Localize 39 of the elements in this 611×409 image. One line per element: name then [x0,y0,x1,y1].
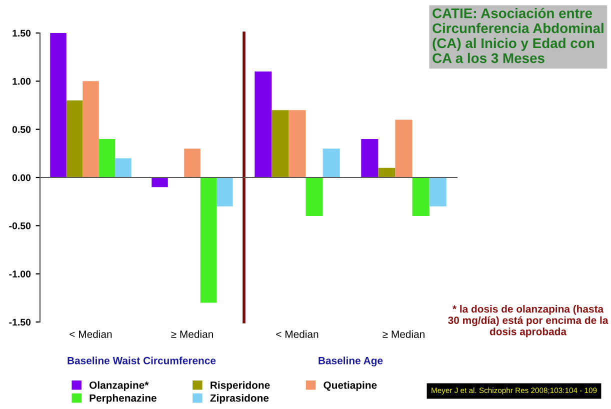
bar [66,100,83,178]
bar [98,138,116,178]
bar [82,81,99,178]
annotation: * la dosis de olanzapina (hasta 30 mg/día) está por encima de la dosis aprobada [448,305,608,338]
bar [152,178,168,188]
bar [378,168,396,178]
bar [429,178,446,206]
y-tick-label: 0.50 [12,126,31,133]
bar [306,178,323,216]
bar [115,158,132,178]
bar [361,138,378,178]
bar [288,110,306,178]
legend-label: Ziprasidone [210,394,269,404]
legend-label: Perphenazine [90,394,156,404]
y-tick-label: -1.00 [9,270,31,278]
bar [50,33,66,178]
y-tick-label: 0.00 [12,174,31,182]
legend-label: Risperidone [210,381,270,391]
legend-label: Quetiapine [324,381,377,391]
bar [184,148,200,178]
y-tick-label: 1.50 [12,30,31,37]
bar [412,178,430,216]
x-tick-label: ≥ Median [171,330,213,338]
x-axis-title: Baseline Waist Circumference [68,356,216,364]
x-tick-label: < Median [276,330,318,338]
x-axis-title: Baseline Age [318,356,383,366]
text: CATIE: Asociación entre Circunferencia Abdominal (CA) al Inicio y Edad con CA a los 3 Meses [432,8,604,64]
bar [322,148,340,178]
y-tick-label: 1.00 [12,78,31,85]
x-tick-label: < Median [70,330,112,338]
bar [272,110,289,178]
bar [254,72,272,178]
x-tick-label: ≥ Median [382,330,424,338]
y-tick-label: -0.50 [9,222,31,230]
bar [395,120,412,178]
bar [216,178,233,206]
bar [200,178,217,303]
y-tick-label: -1.50 [9,318,31,326]
legend-label: Olanzapine* [90,381,149,391]
